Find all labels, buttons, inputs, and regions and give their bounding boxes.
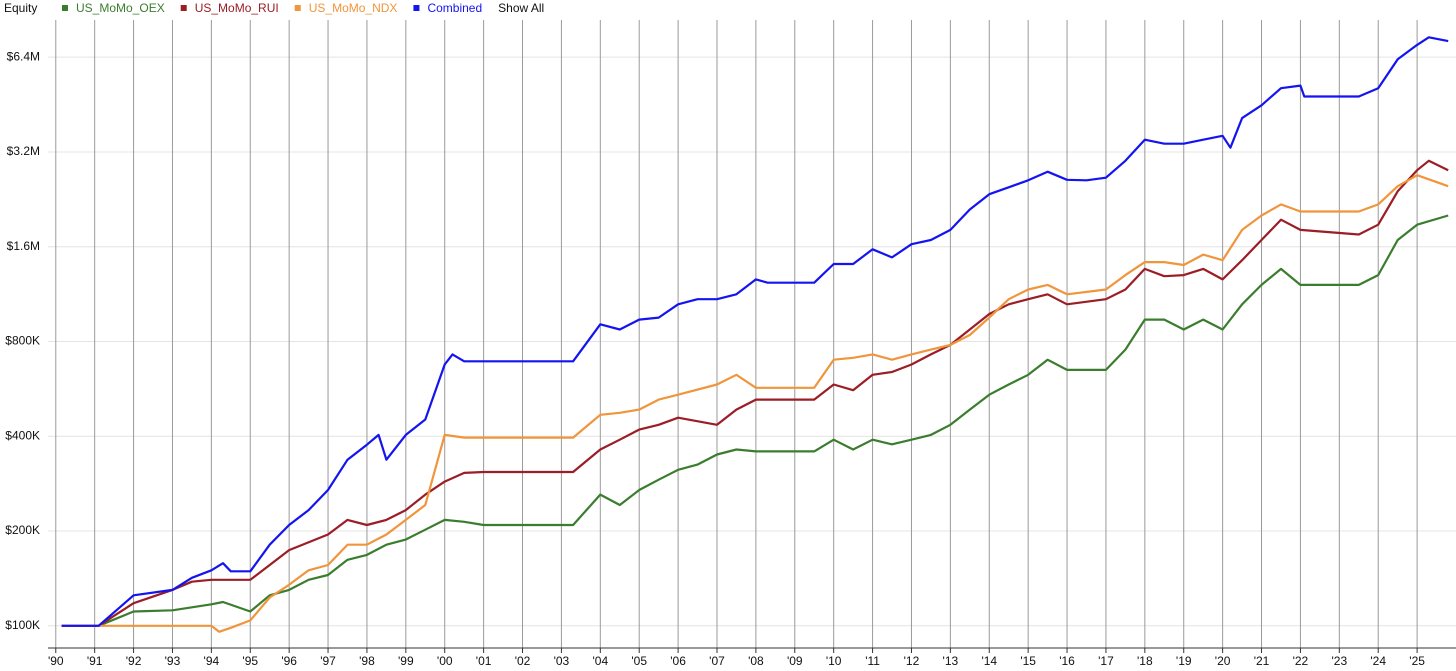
y-tick-label: $3.2M xyxy=(7,144,40,158)
x-tick-label: '97 xyxy=(320,654,336,668)
legend-label: US_MoMo_NDX xyxy=(309,1,398,15)
grid xyxy=(48,20,1456,648)
x-tick-label: '17 xyxy=(1098,654,1114,668)
x-tick-label: '13 xyxy=(943,654,959,668)
legend-swatch xyxy=(180,5,187,11)
y-tick-label: $400K xyxy=(5,428,40,442)
legend-label: Combined xyxy=(427,1,482,15)
legend-swatch xyxy=(294,5,301,11)
x-tick-label: '21 xyxy=(1254,654,1270,668)
x-tick-label: '00 xyxy=(437,654,453,668)
x-tick-label: '25 xyxy=(1409,654,1425,668)
chart-title: Equity xyxy=(4,1,37,15)
legend-item[interactable]: US_MoMo_NDX xyxy=(294,1,398,15)
series-line xyxy=(61,159,1449,627)
x-tick-label: '12 xyxy=(904,654,920,668)
x-tick-label: '08 xyxy=(748,654,764,668)
x-tick-label: '10 xyxy=(826,654,842,668)
y-tick-label: $800K xyxy=(5,334,40,348)
y-tick-label: $6.4M xyxy=(7,49,40,63)
x-tick-label: '04 xyxy=(592,654,608,668)
x-tick-label: '02 xyxy=(515,654,531,668)
x-tick-label: '90 xyxy=(48,654,64,668)
x-tick-label: '01 xyxy=(476,654,492,668)
legend-label: US_MoMo_OEX xyxy=(76,1,165,15)
x-tick-label: '11 xyxy=(865,654,880,668)
legend: US_MoMo_OEX US_MoMo_RUI US_MoMo_NDX Combine… xyxy=(62,1,482,15)
series-line xyxy=(61,214,1449,627)
y-tick-label: $100K xyxy=(5,618,40,632)
x-tick-label: '93 xyxy=(165,654,181,668)
x-tick-label: '24 xyxy=(1370,654,1386,668)
x-tick-label: '95 xyxy=(242,654,258,668)
show-all-button[interactable]: Show All xyxy=(498,1,544,15)
x-tick-label: '19 xyxy=(1176,654,1192,668)
x-tick-label: '16 xyxy=(1059,654,1075,668)
x-tick-label: '20 xyxy=(1215,654,1231,668)
x-tick-label: '92 xyxy=(126,654,142,668)
x-tick-label: '22 xyxy=(1293,654,1309,668)
x-tick-label: '03 xyxy=(554,654,570,668)
legend-swatch xyxy=(413,5,420,11)
x-tick-label: '23 xyxy=(1331,654,1347,668)
axes: $100K $200K $400K $800K $1.6M $3.2M $6.4M '90 '9… xyxy=(5,49,1456,668)
x-tick-label: '15 xyxy=(1020,654,1036,668)
legend-swatch xyxy=(62,5,68,11)
legend-item[interactable]: Combined xyxy=(413,1,482,15)
x-tick-label: '98 xyxy=(359,654,375,668)
x-tick-label: '91 xyxy=(87,654,103,668)
x-tick-label: '14 xyxy=(981,654,997,668)
x-tick-label: '05 xyxy=(631,654,647,668)
x-tick-label: '96 xyxy=(281,654,297,668)
y-tick-label: $200K xyxy=(5,523,40,537)
legend-item[interactable]: US_MoMo_OEX xyxy=(62,1,165,15)
x-tick-label: '09 xyxy=(787,654,803,668)
series-lines xyxy=(61,36,1449,633)
legend-label: US_MoMo_RUI xyxy=(195,1,279,15)
x-tick-label: '06 xyxy=(670,654,686,668)
x-tick-label: '07 xyxy=(709,654,725,668)
y-tick-label: $1.6M xyxy=(7,239,40,253)
x-tick-label: '99 xyxy=(398,654,414,668)
x-tick-label: '18 xyxy=(1137,654,1153,668)
series-line xyxy=(61,174,1449,633)
x-tick-label: '94 xyxy=(204,654,220,668)
legend-item[interactable]: US_MoMo_RUI xyxy=(180,1,279,15)
series-line xyxy=(61,36,1449,627)
